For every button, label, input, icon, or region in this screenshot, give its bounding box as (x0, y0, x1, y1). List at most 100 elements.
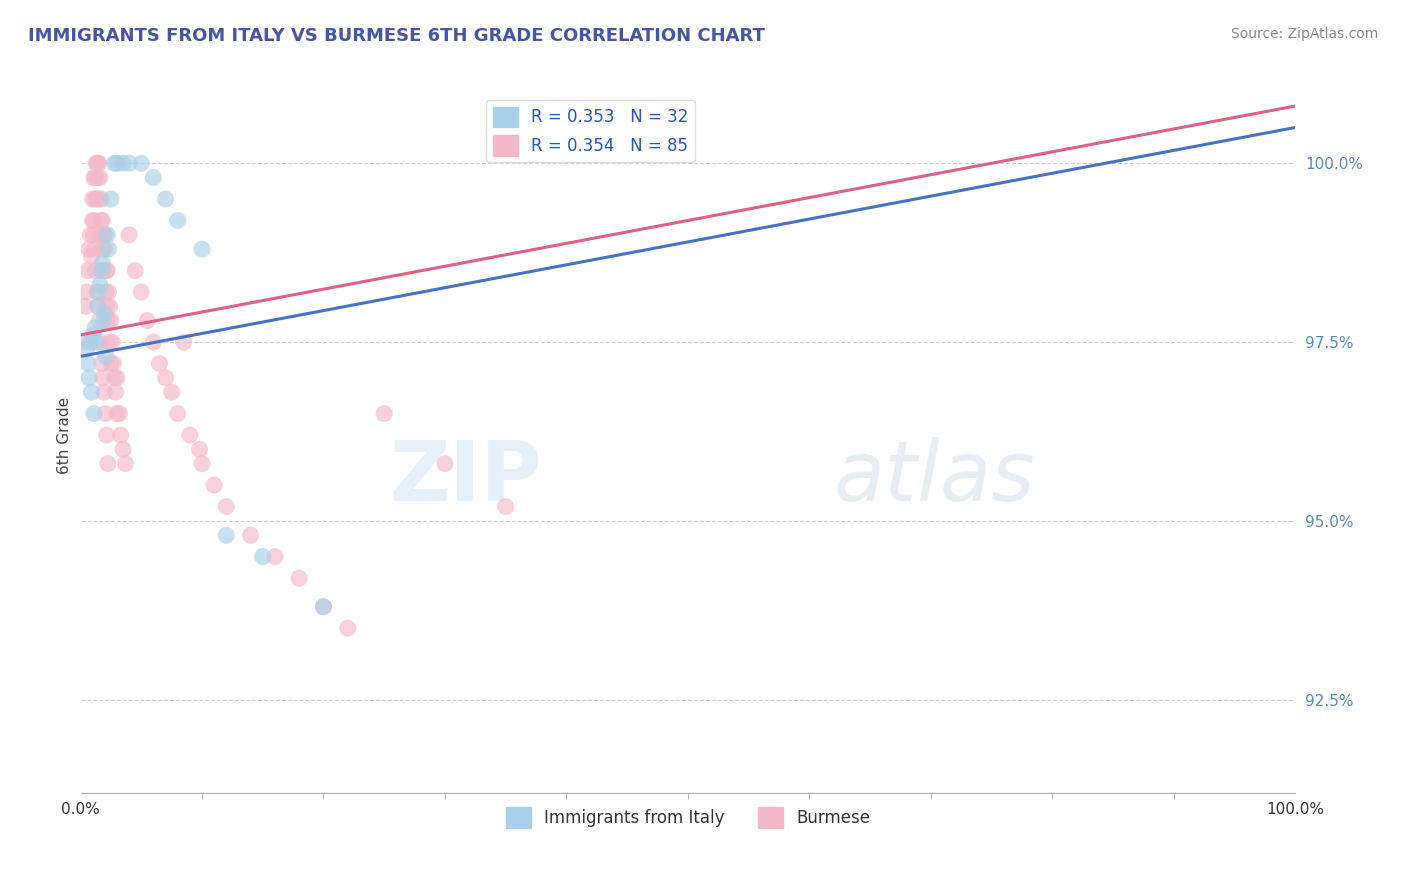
Point (114, 457, 136, 471)
Point (73, 334, 96, 349)
Point (90, 334, 112, 349)
Point (93, 313, 115, 327)
Point (93, 227, 115, 242)
Point (77, 371, 100, 385)
Point (80, 249, 103, 263)
Text: Source: ZipAtlas.com: Source: ZipAtlas.com (1230, 27, 1378, 41)
Point (94, 285, 117, 299)
Point (77, 242, 100, 256)
Point (82, 327, 104, 342)
Point (105, 371, 128, 385)
Point (155, 192, 177, 206)
Point (87, 156, 110, 170)
Point (86, 299, 108, 313)
Point (112, 156, 135, 170)
Point (83, 213, 105, 227)
Point (82, 227, 104, 242)
Point (84, 192, 107, 206)
Point (90, 213, 112, 227)
Point (94, 242, 117, 256)
Point (83, 242, 105, 256)
Point (142, 334, 165, 349)
Point (91, 256, 114, 270)
Point (495, 500, 517, 514)
Point (336, 621, 359, 635)
Point (82, 192, 104, 206)
Point (104, 385, 127, 400)
Point (94, 227, 117, 242)
Point (129, 156, 152, 170)
Point (252, 549, 274, 564)
Point (160, 385, 183, 400)
Point (166, 213, 188, 227)
Point (90, 357, 112, 371)
Point (80, 385, 103, 400)
Point (96, 263, 118, 277)
Point (83, 407, 105, 421)
Point (100, 313, 122, 327)
Point (86, 170, 108, 185)
Point (84, 192, 107, 206)
Point (94, 350, 117, 364)
Point (82, 213, 104, 227)
Point (100, 357, 122, 371)
Point (312, 599, 335, 614)
Text: atlas: atlas (834, 437, 1035, 518)
Point (124, 263, 146, 277)
Point (76, 343, 98, 357)
Point (105, 156, 128, 170)
Point (118, 227, 141, 242)
Point (373, 407, 395, 421)
Point (215, 500, 238, 514)
Point (433, 457, 456, 471)
Point (215, 528, 238, 542)
Point (79, 334, 101, 349)
Point (105, 407, 128, 421)
Point (97, 457, 120, 471)
Point (91, 242, 114, 256)
Point (94, 263, 117, 277)
Point (129, 285, 152, 299)
Point (142, 170, 165, 185)
Point (312, 599, 335, 614)
Point (87, 192, 110, 206)
Text: ZIP: ZIP (389, 437, 543, 518)
Point (89, 277, 111, 292)
Point (97, 285, 120, 299)
Point (94, 306, 117, 320)
Point (76, 263, 98, 277)
Point (96, 299, 118, 313)
Point (191, 457, 214, 471)
Point (103, 156, 125, 170)
Point (202, 478, 225, 492)
Point (96, 227, 118, 242)
Point (83, 170, 105, 185)
Point (89, 227, 111, 242)
Point (263, 549, 285, 564)
Point (90, 192, 112, 206)
Point (93, 385, 115, 400)
Point (98, 299, 121, 313)
Point (76, 285, 98, 299)
Point (91, 213, 114, 227)
Point (191, 242, 214, 256)
Point (84, 334, 107, 349)
Point (89, 170, 111, 185)
Point (86, 156, 108, 170)
Point (75, 299, 97, 313)
Point (108, 407, 131, 421)
Point (188, 442, 211, 457)
Point (89, 313, 111, 327)
Point (90, 263, 112, 277)
Point (110, 428, 132, 442)
Point (155, 371, 177, 385)
Point (84, 170, 107, 185)
Point (173, 334, 195, 349)
Point (288, 571, 311, 585)
Point (148, 357, 170, 371)
Point (84, 156, 107, 170)
Point (103, 371, 125, 385)
Legend: Immigrants from Italy, Burmese: Immigrants from Italy, Burmese (499, 801, 877, 834)
Point (166, 407, 188, 421)
Point (84, 320, 107, 334)
